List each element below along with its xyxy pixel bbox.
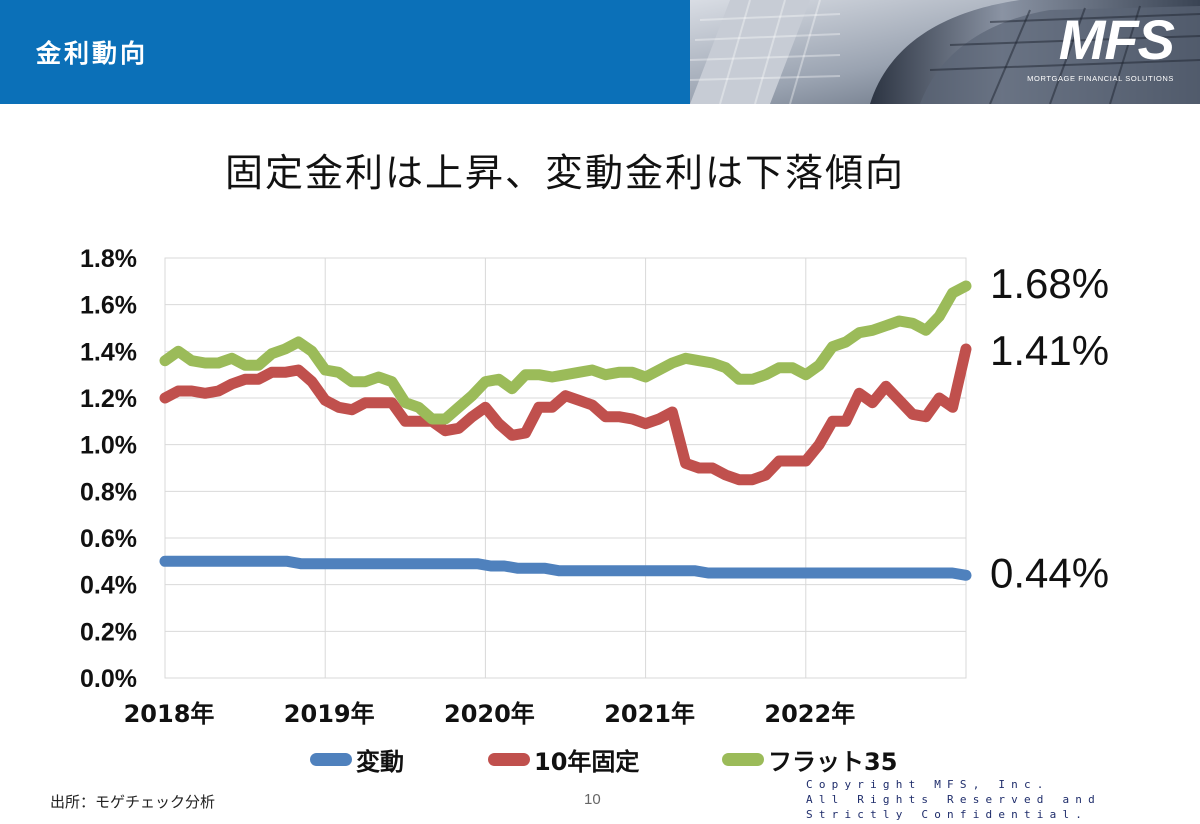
series-line xyxy=(159,343,972,486)
section-title: 金利動向 xyxy=(36,39,149,68)
legend-swatch-variable xyxy=(310,753,352,766)
slide-title: 固定金利は上昇、変動金利は下落傾向 xyxy=(224,151,905,195)
copyright-line: Strictly Confidential. xyxy=(806,808,1089,821)
mfs-logo: MFS xyxy=(1058,8,1175,71)
copyright-line: All Rights Reserved and xyxy=(806,793,1101,806)
series-end-label: 0.44% xyxy=(990,549,1109,596)
interest-rate-chart: 0.0% 0.2% 0.4% 0.6% 0.8% 1.0% 1.2% 1.4% 1.6% 1.8%… xyxy=(80,245,1109,728)
y-tick-label: 1.6% xyxy=(80,292,137,320)
y-tick-label: 0.0% xyxy=(80,665,137,693)
y-tick-label: 0.6% xyxy=(80,525,137,553)
legend-swatch-10yr-fixed xyxy=(488,753,530,766)
x-tick-label: 2020年 xyxy=(444,700,535,728)
chart-legend: 変動 10年固定 フラット35 xyxy=(0,742,1200,778)
page-number: 10 xyxy=(584,791,601,808)
x-tick-label: 2019年 xyxy=(284,700,375,728)
x-tick-label: 2018年 xyxy=(124,700,215,728)
y-tick-label: 0.8% xyxy=(80,478,137,506)
legend-item-flat35: フラット35 xyxy=(722,742,897,777)
x-tick-label: 2021年 xyxy=(604,700,695,728)
legend-item-variable: 変動 xyxy=(310,742,404,777)
y-tick-label: 1.8% xyxy=(80,245,137,273)
legend-item-10yr-fixed: 10年固定 xyxy=(488,742,639,777)
y-tick-label: 0.4% xyxy=(80,572,137,600)
logo-subtitle: MORTGAGE FINANCIAL SOLUTIONS xyxy=(1027,74,1174,83)
y-tick-label: 1.0% xyxy=(80,432,137,460)
series-end-label: 1.68% xyxy=(990,260,1109,307)
building-photo xyxy=(690,0,1200,104)
header-bar: 金利動向 xyxy=(0,0,1200,104)
series-line xyxy=(159,280,972,425)
legend-label-variable: 変動 xyxy=(356,748,404,776)
source-note: 出所：モゲチェック分析 xyxy=(50,793,216,811)
legend-label-flat35: フラット35 xyxy=(768,748,898,776)
series-line xyxy=(159,555,972,581)
x-tick-label: 2022年 xyxy=(764,700,855,728)
copyright-line: Copyright MFS, Inc. xyxy=(806,778,1050,791)
plot-area xyxy=(164,257,967,679)
y-tick-label: 1.2% xyxy=(80,385,137,413)
copyright-notice: Copyright MFS, Inc. All Rights Reserved … xyxy=(806,777,1196,822)
legend-label-10yr-fixed: 10年固定 xyxy=(534,748,640,776)
series-end-label: 1.41% xyxy=(990,327,1109,374)
y-tick-label: 0.2% xyxy=(80,618,137,646)
legend-swatch-flat35 xyxy=(722,753,764,766)
y-tick-label: 1.4% xyxy=(80,338,137,366)
